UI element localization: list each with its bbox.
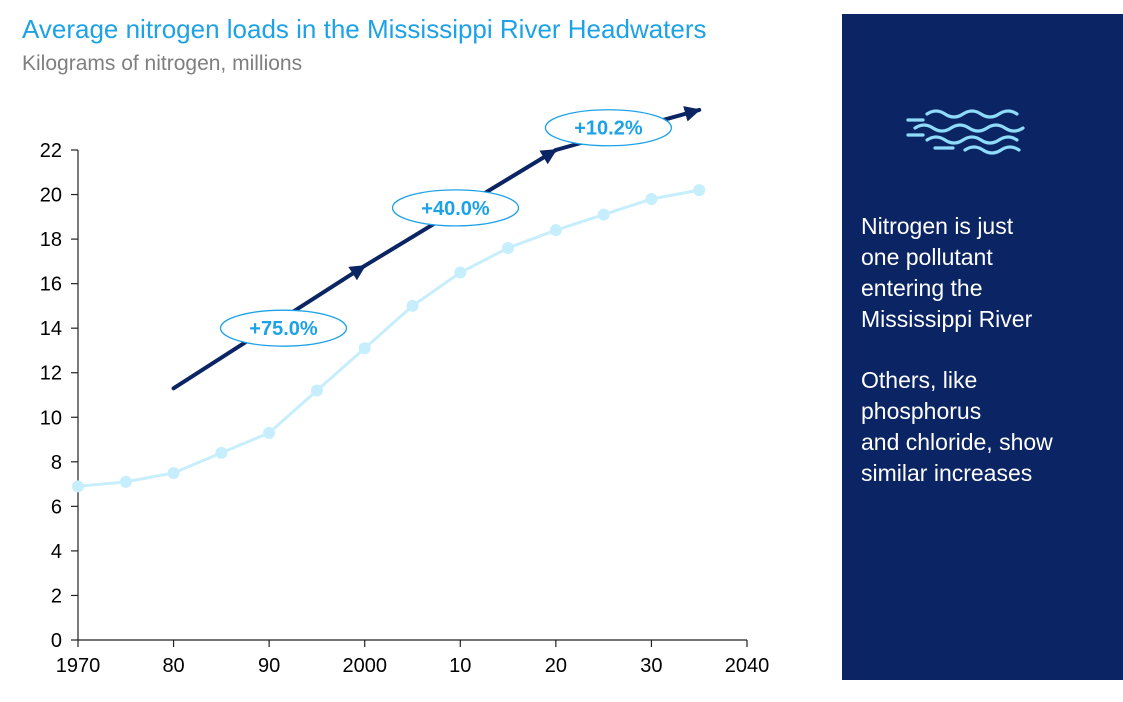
series-line [77, 188, 700, 488]
side-panel: Nitrogen is just one pollutant entering … [842, 14, 1123, 680]
y-tick-label: 16 [40, 274, 62, 296]
side-panel-paragraph-1: Nitrogen is just one pollutant entering … [861, 213, 1033, 332]
data-point [597, 208, 610, 221]
data-point [358, 342, 371, 355]
data-point [263, 426, 276, 439]
callout-ellipse [391, 189, 520, 227]
data-point [454, 266, 467, 279]
y-tick-label: 8 [51, 452, 62, 474]
data-point [72, 480, 84, 493]
chart-axes: 0 2 4 6 8 10 12 14 16 18 20 22 1970 80 90 2000 10 20 30 204… [40, 140, 770, 677]
data-point [406, 299, 419, 312]
x-tick-label: 10 [449, 655, 471, 677]
data-point [119, 475, 132, 488]
y-tick-label: 14 [40, 318, 62, 340]
x-tick-label: 1970 [56, 655, 101, 677]
y-tick-label: 2 [51, 585, 62, 607]
water-waves-icon [906, 109, 1025, 155]
y-tick-label: 20 [40, 185, 62, 207]
x-tick-label: 30 [640, 655, 662, 677]
data-point [693, 184, 706, 197]
chart-title: Average nitrogen loads in the Mississipp… [22, 14, 707, 44]
data-point [502, 242, 515, 254]
data-point [310, 384, 323, 397]
callout-ellipse [219, 309, 348, 347]
line-chart: 0 2 4 6 8 10 12 14 16 18 20 22 1970 80 90 2000 10 20 30 204… [40, 106, 770, 677]
y-tick-label: 0 [51, 630, 62, 652]
side-panel-paragraph-2: Others, like phosphorus and chloride, sh… [861, 367, 1053, 486]
x-tick-label: 2040 [725, 655, 770, 677]
data-point [549, 224, 562, 237]
callout-ellipse [544, 109, 673, 147]
data-point [645, 193, 658, 205]
callout-label: +75.0% [249, 318, 318, 340]
callout-label: +10.2% [574, 118, 643, 140]
y-tick-label: 12 [40, 363, 62, 385]
y-tick-label: 22 [40, 140, 62, 162]
x-tick-label: 20 [545, 655, 567, 677]
x-tick-label: 80 [162, 655, 184, 677]
y-tick-label: 18 [40, 229, 62, 251]
x-tick-label: 2000 [342, 655, 387, 677]
data-point [167, 466, 180, 479]
y-tick-label: 6 [51, 496, 62, 518]
data-point [215, 446, 228, 459]
x-tick-label: 90 [258, 655, 280, 677]
y-tick-label: 4 [51, 541, 62, 563]
trend-arrow [171, 106, 702, 391]
y-tick-label: 10 [40, 407, 62, 429]
callout-annotations: +75.0% +40.0% +10.2% [219, 109, 673, 347]
callout-label: +40.0% [421, 198, 490, 220]
chart-subtitle: Kilograms of nitrogen, millions [22, 52, 303, 75]
data-series [72, 184, 706, 493]
